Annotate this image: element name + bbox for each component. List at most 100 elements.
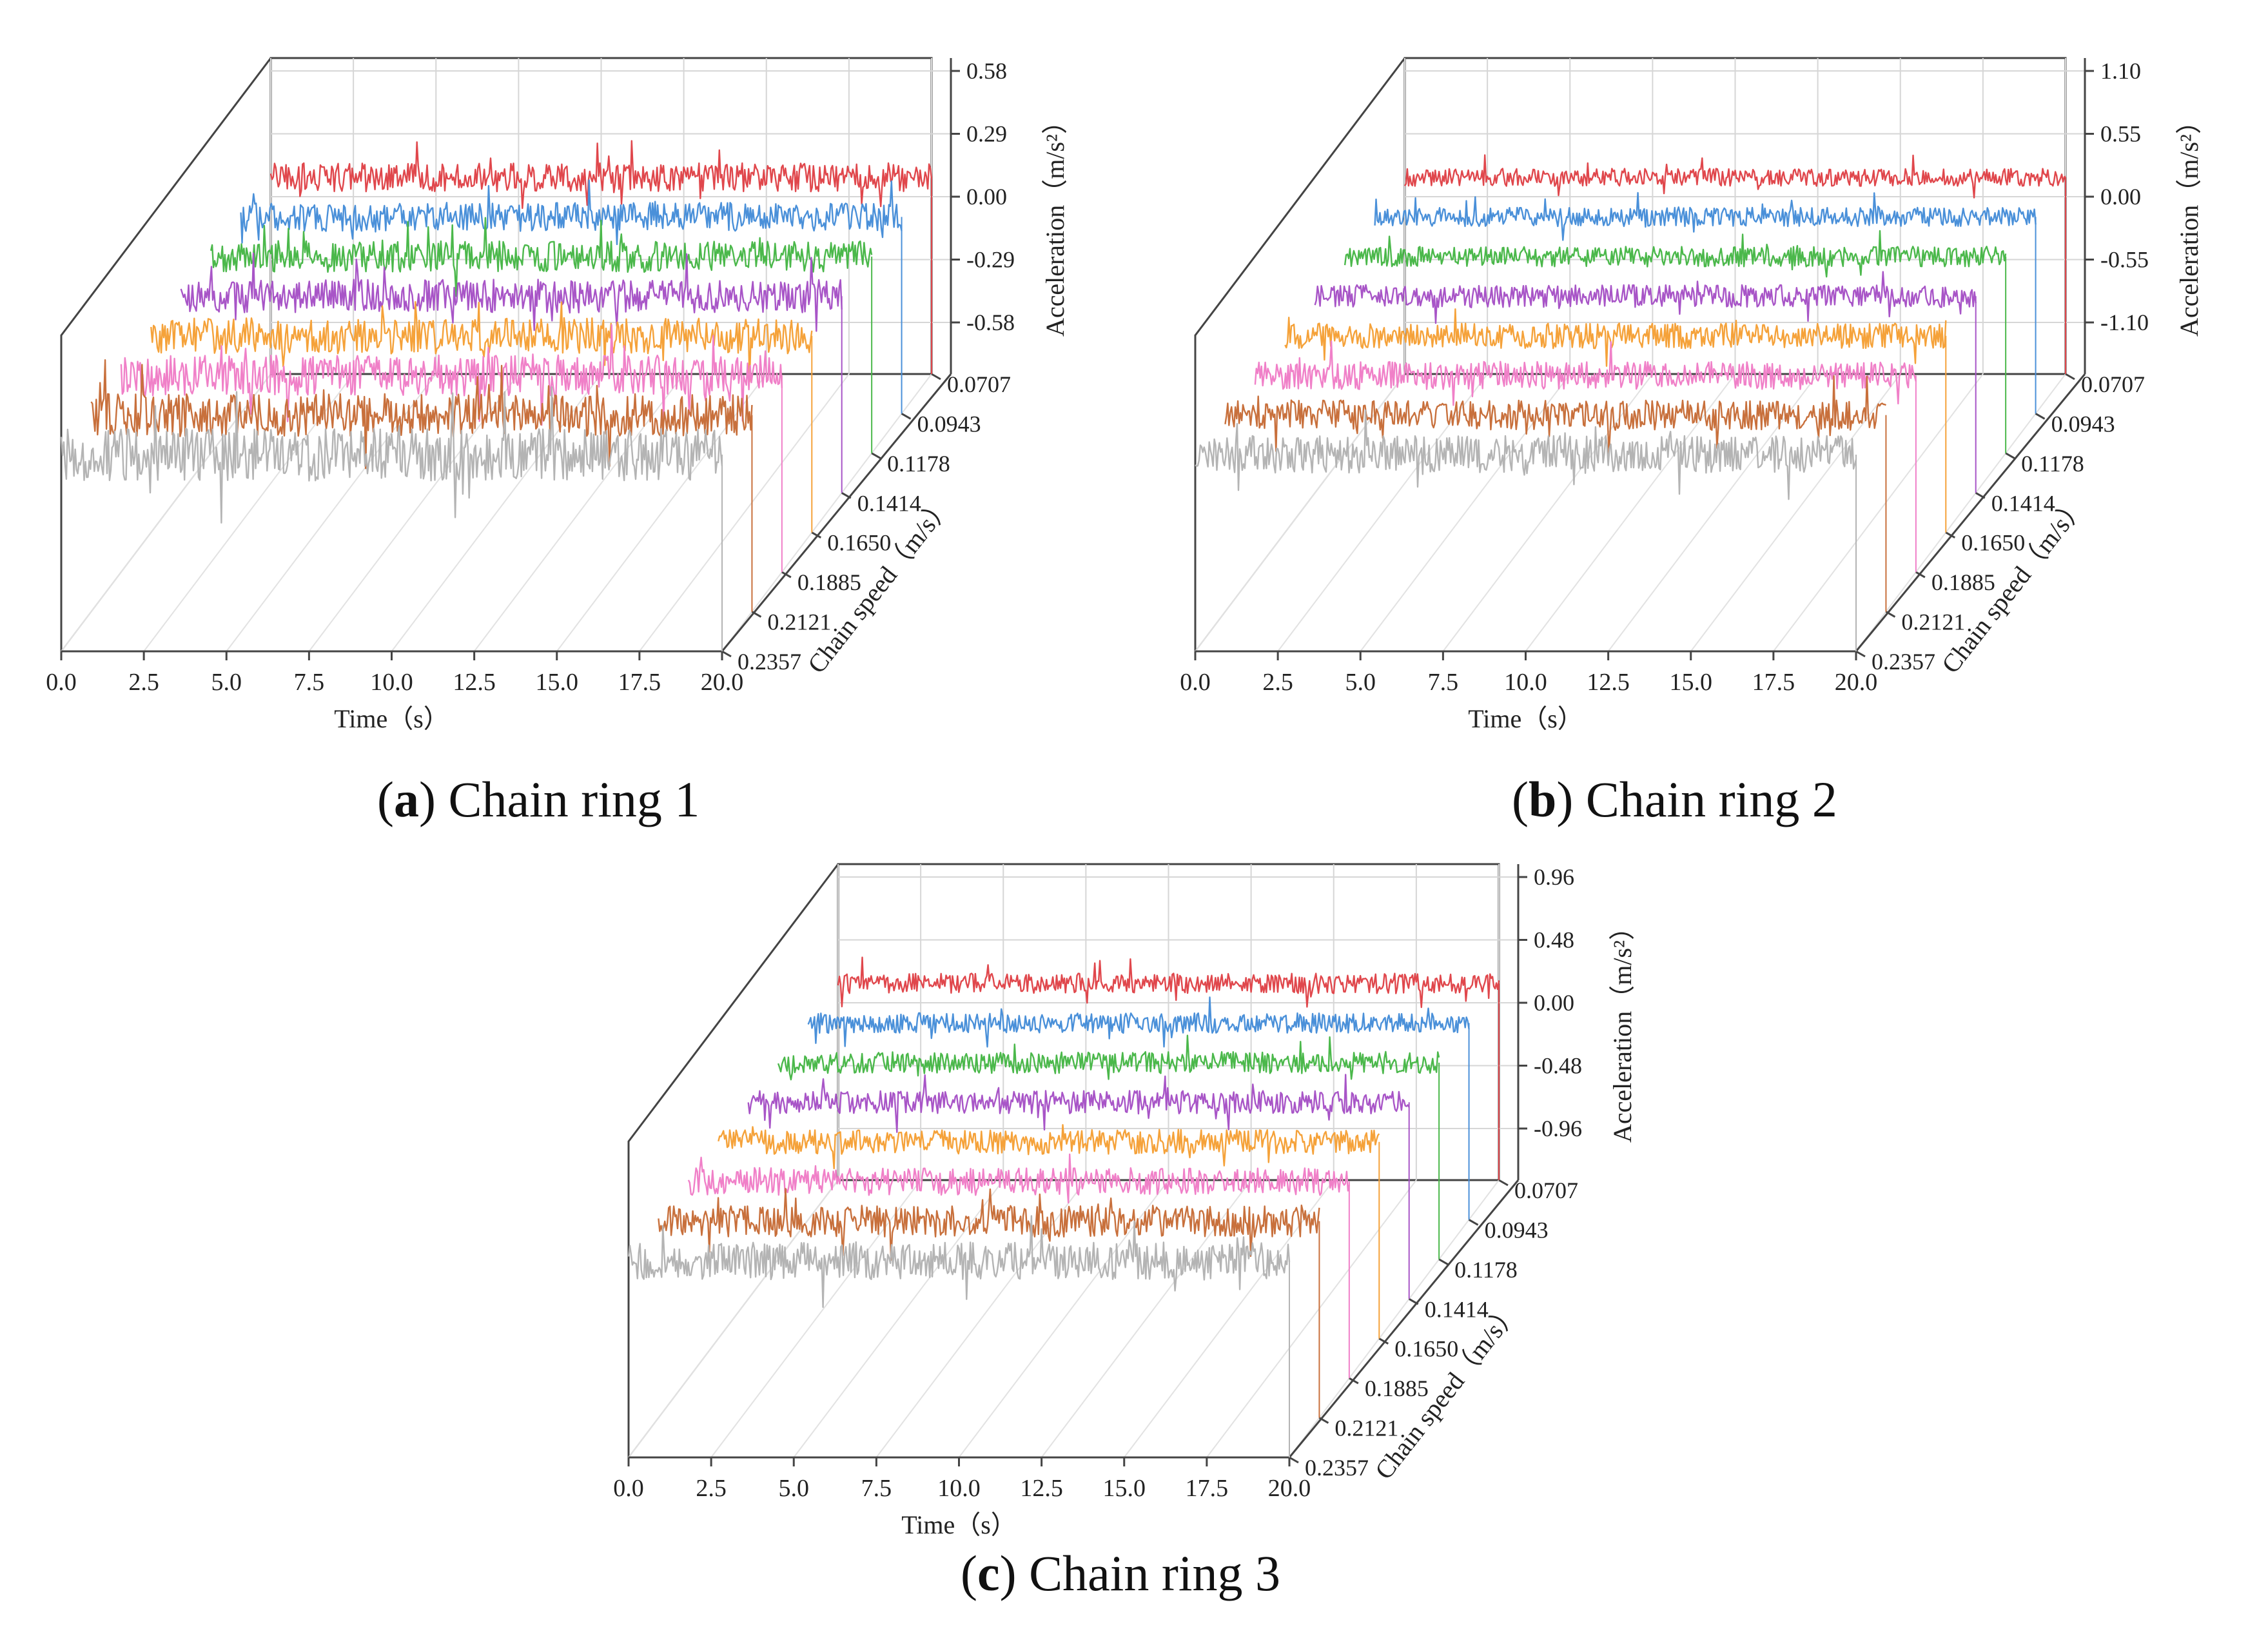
z-tick: [2035, 413, 2046, 420]
series-line: [120, 324, 783, 426]
series-line: [150, 301, 813, 383]
caption-a-letter: a: [393, 771, 419, 827]
z-tick-label: 0.1178: [1454, 1257, 1518, 1283]
y-tick-label: 1.10: [2100, 58, 2141, 84]
series-line: [1374, 192, 2037, 241]
y-tick-label: 0.55: [2100, 121, 2141, 147]
series-line: [1284, 308, 1947, 367]
z-tick: [1378, 1337, 1389, 1345]
z-axis-line: [1855, 373, 2086, 652]
grid-line-floor: [628, 1179, 839, 1458]
z-tick: [931, 373, 941, 380]
x-tick-label: 2.5: [128, 669, 159, 696]
z-tick-label: 0.2357: [738, 649, 801, 675]
series-line: [210, 217, 873, 297]
series-line: [1314, 271, 1977, 324]
z-tick-label: 0.1414: [857, 490, 921, 516]
grid-line-floor: [793, 1179, 1004, 1458]
x-tick-label: 17.5: [1186, 1475, 1229, 1502]
series-line: [777, 1034, 1440, 1081]
z-tick-label: 0.1650: [1394, 1336, 1458, 1362]
series-line: [1224, 375, 1887, 455]
series-line: [1403, 154, 2066, 199]
y-tick-label: 0.58: [966, 58, 1007, 84]
z-tick-label: 0.1885: [1931, 569, 1995, 595]
z-tick-label: 0.1650: [1961, 530, 2025, 556]
z-tick: [1318, 1417, 1329, 1424]
z-axis-line: [721, 373, 952, 652]
caption-c: (c) Chain ring 3: [961, 1545, 1281, 1601]
series-line: [90, 359, 753, 469]
series-line: [687, 1153, 1351, 1204]
z-tick: [1289, 1456, 1299, 1464]
y-tick-label: -1.10: [2100, 310, 2149, 335]
y-tick-label: 0.00: [966, 184, 1007, 210]
x-tick-label: 2.5: [696, 1475, 727, 1502]
series-line: [240, 179, 903, 246]
z-tick: [1855, 650, 1866, 658]
z-tick-label: 0.1414: [1991, 490, 2055, 516]
grid-line-floor: [1773, 373, 1984, 652]
grid-line-floor: [226, 373, 437, 652]
z-tick: [2065, 373, 2075, 380]
z-tick: [1349, 1377, 1359, 1385]
x-tick-label: 12.5: [1020, 1475, 1063, 1502]
series-lines: [60, 140, 933, 651]
grid: [60, 57, 951, 652]
x-tick-label: 0.0: [46, 669, 77, 696]
x-tick-label: 20.0: [1835, 669, 1878, 696]
grid-line-floor: [1289, 1179, 1500, 1458]
z-tick-label: 0.0943: [2051, 411, 2115, 437]
z-tick-label: 0.1650: [827, 530, 891, 556]
x-tick-label: 5.0: [1345, 669, 1376, 696]
grid: [627, 863, 1518, 1458]
x-tick-label: 10.0: [1504, 669, 1547, 696]
x-tick-label: 0.0: [613, 1475, 644, 1502]
y-axis-title: Acceleration（m/s²）: [1041, 108, 1070, 337]
z-tick-label: 0.2121: [1901, 609, 1965, 635]
series-line: [747, 1074, 1410, 1133]
caption-b: (b) Chain ring 2: [1512, 771, 1837, 827]
axes: [60, 58, 960, 660]
series-line: [180, 252, 843, 332]
grid-line-floor: [1277, 373, 1488, 652]
z-tick: [811, 531, 822, 539]
left-wall-edge: [627, 863, 839, 1457]
grid-line-floor: [1855, 373, 2066, 652]
series-line: [1254, 340, 1917, 406]
x-tick-label: 0.0: [1180, 669, 1211, 696]
series-line: [837, 956, 1500, 1009]
caption-a: (a) Chain ring 1: [377, 771, 700, 827]
y-tick-label: 0.00: [2100, 184, 2141, 210]
x-tick-label: 15.0: [1103, 1475, 1146, 1502]
z-tick-label: 0.1178: [887, 451, 950, 477]
z-tick: [781, 571, 792, 578]
z-tick-label: 0.2357: [1305, 1455, 1369, 1481]
series-line: [658, 1188, 1320, 1261]
left-wall-edge: [1194, 57, 1406, 651]
z-tick: [841, 491, 852, 499]
z-tick: [721, 650, 732, 658]
x-tick-label: 20.0: [701, 669, 744, 696]
grid-line-floor: [1607, 373, 1819, 652]
x-tick-label: 15.0: [536, 669, 579, 696]
z-tick-label: 0.2357: [1872, 649, 1935, 675]
axes: [627, 864, 1527, 1466]
y-tick-label: 0.29: [966, 121, 1007, 147]
x-tick-label: 15.0: [1670, 669, 1713, 696]
z-tick-label: 0.0707: [1514, 1178, 1578, 1203]
z-tick: [1915, 571, 1926, 578]
series-line: [1344, 230, 2007, 278]
z-tick-label: 0.1178: [2021, 451, 2084, 477]
x-tick-label: 7.5: [1428, 669, 1459, 696]
series-line: [1195, 409, 1857, 500]
z-axis-line: [1288, 1179, 1520, 1458]
z-tick-label: 0.1885: [1365, 1376, 1429, 1401]
z-tick-label: 0.0707: [2081, 371, 2145, 397]
grid-line-floor: [639, 373, 850, 652]
grid: [1194, 57, 2085, 652]
z-tick-label: 0.0707: [947, 371, 1011, 397]
x-tick-label: 10.0: [937, 1475, 981, 1502]
caption-c-text: Chain ring 3: [1029, 1545, 1281, 1601]
caption-b-text: Chain ring 2: [1585, 771, 1837, 827]
